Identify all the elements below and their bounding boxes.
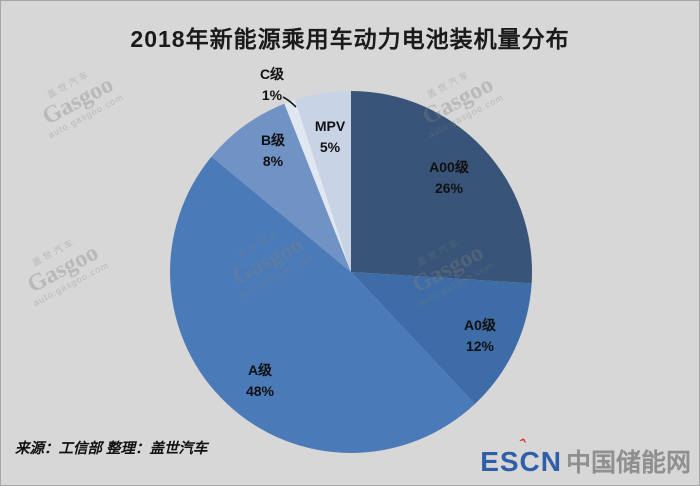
pie-slice-MPV [295,91,351,272]
source-note: 来源：工信部 整理：盖世汽车 [15,441,208,457]
escn-logo-cn: 中国储能网 [565,449,691,477]
pie-slice-B级 [211,103,351,273]
pie-slice-A00级 [351,91,532,284]
escn-logo-text: ESCN ˆ [480,435,562,478]
pie-slice-A0级 [351,272,532,404]
c-slice-leader-line [282,96,297,108]
escn-logo: ESCN ˆ 中国储能网 [480,435,691,479]
pie-slice-A级 [170,156,475,453]
chart-title: 2018年新能源乘用车动力电池装机量分布 [130,26,570,52]
escn-wordmark: ESCN [480,446,562,477]
pie-slice-C级 [284,99,351,272]
